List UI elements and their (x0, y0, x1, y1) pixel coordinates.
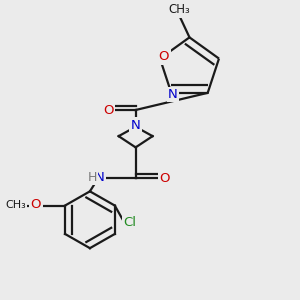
Text: H: H (88, 171, 97, 184)
Text: O: O (103, 103, 114, 116)
Text: N: N (95, 171, 105, 184)
Text: Cl: Cl (124, 216, 136, 229)
Text: CH₃: CH₃ (169, 3, 190, 16)
Text: O: O (31, 198, 41, 212)
Text: O: O (159, 50, 169, 64)
Text: N: N (131, 119, 140, 132)
Text: O: O (159, 172, 169, 185)
Text: CH₃: CH₃ (5, 200, 26, 210)
Text: N: N (168, 88, 178, 101)
